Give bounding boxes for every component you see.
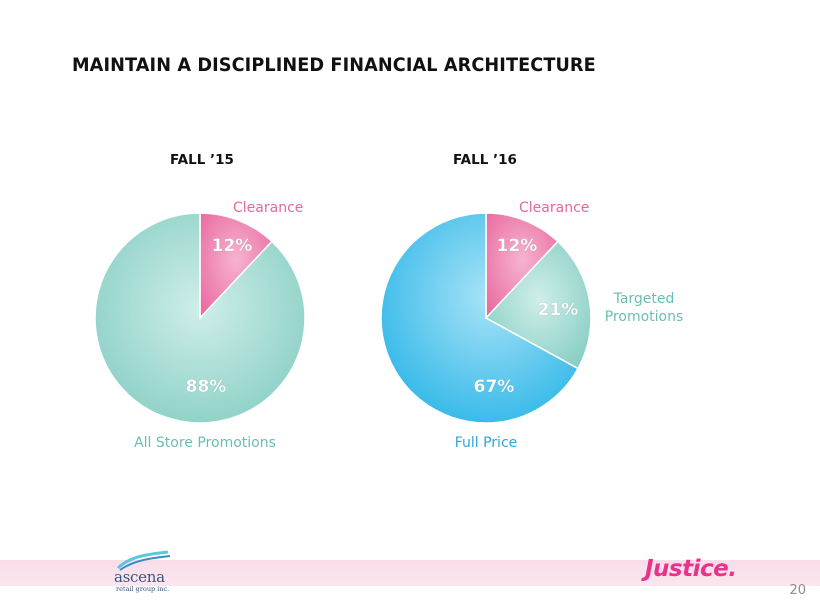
- pie-value-label: 12%: [212, 236, 253, 256]
- pie-chart-fall-15: 12% Clearance 88% All Store Promotions: [94, 200, 306, 451]
- chart-2-title: FALL ’16: [453, 152, 517, 168]
- ascena-logo: ascena retail group inc.: [110, 550, 174, 596]
- pie-value-label: 67%: [474, 377, 515, 397]
- pie-category-label: Clearance: [519, 200, 589, 216]
- pie-chart-fall-16: 12% Clearance 21% Targeted Promotions 67% Full…: [380, 200, 684, 451]
- pie-slice-full-price: [380, 212, 580, 424]
- pie-value-label: 12%: [497, 236, 538, 256]
- pie-slice-clearance: [199, 212, 273, 320]
- chart-1-title: FALL ’15: [170, 152, 234, 168]
- pie-slice-clearance: [485, 212, 559, 320]
- pie-category-label: Clearance: [233, 200, 303, 216]
- page-number: 20: [789, 583, 806, 598]
- ascena-logo-text: ascena: [114, 568, 165, 586]
- ascena-logo-subtext: retail group inc.: [116, 585, 170, 593]
- justice-logo: Justice.: [645, 556, 737, 582]
- pie-category-label: Targeted Promotions: [605, 291, 684, 325]
- pie-value-label: 88%: [186, 377, 227, 397]
- ascena-wave-icon: [116, 550, 171, 571]
- footer-band: [0, 560, 820, 586]
- pie-slice-all-store-promotions: [94, 212, 306, 424]
- pie-value-label: 21%: [538, 300, 579, 320]
- pie-slice-targeted-promotions: [484, 240, 592, 370]
- page-title: MAINTAIN A DISCIPLINED FINANCIAL ARCHITE…: [72, 54, 596, 76]
- pie-category-label: Full Price: [455, 435, 518, 451]
- pie-category-label: All Store Promotions: [134, 435, 276, 451]
